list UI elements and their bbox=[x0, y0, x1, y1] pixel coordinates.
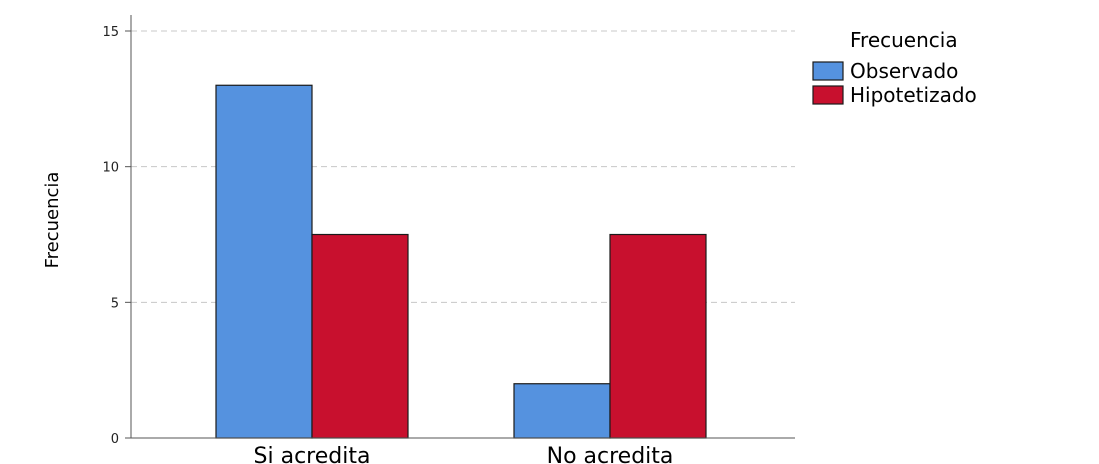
legend-swatch-hipotetizado bbox=[812, 85, 844, 105]
bar-hipotetizado-2 bbox=[609, 233, 707, 439]
legend-label-hipotetizado: Hipotetizado bbox=[850, 83, 977, 107]
y-tick-label: 10 bbox=[102, 161, 119, 176]
bar-observado-2 bbox=[513, 383, 611, 439]
legend-label-observado: Observado bbox=[850, 59, 958, 83]
y-tick-label: 15 bbox=[102, 25, 119, 40]
bar-hipotetizado-1 bbox=[311, 233, 409, 439]
bars bbox=[215, 84, 707, 439]
y-tick-label: 5 bbox=[111, 296, 119, 311]
y-axis-label: Frecuencia bbox=[42, 172, 63, 269]
x-axis-category-labels: Si acredita No acredita bbox=[254, 444, 674, 464]
y-tick-label: 0 bbox=[111, 432, 119, 447]
y-axis-ticks: 0 5 10 15 bbox=[102, 25, 131, 447]
legend-title: Frecuencia bbox=[850, 28, 958, 52]
x-category-label: No acredita bbox=[547, 444, 674, 464]
legend-swatch-observado bbox=[812, 61, 844, 81]
x-category-label: Si acredita bbox=[254, 444, 371, 464]
bar-observado-1 bbox=[215, 84, 313, 439]
